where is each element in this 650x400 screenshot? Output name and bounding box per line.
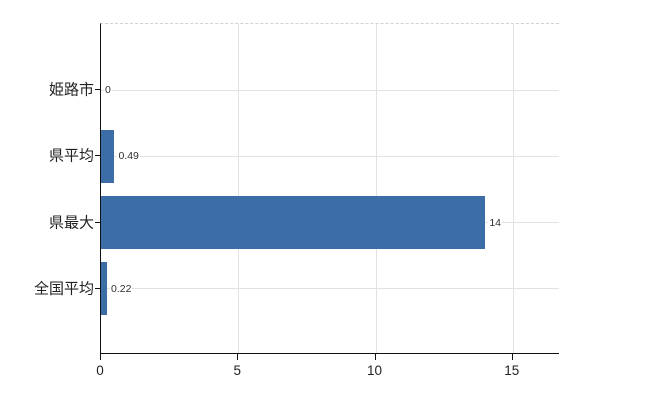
category-label: 県平均 bbox=[48, 147, 94, 165]
x-gridline bbox=[512, 24, 514, 353]
x-gridline bbox=[375, 24, 377, 353]
x-tick-label: 10 bbox=[367, 363, 383, 378]
x-tick-label: 5 bbox=[233, 363, 242, 378]
x-tick bbox=[374, 354, 376, 360]
plot-area: 0 0.49 14 0.22 bbox=[100, 23, 559, 354]
x-tick-label: 0 bbox=[96, 363, 104, 378]
y-gridline bbox=[101, 288, 559, 290]
bar bbox=[101, 129, 115, 183]
category-label: 姫路市 bbox=[48, 81, 94, 99]
x-tick bbox=[237, 354, 239, 360]
y-tick bbox=[95, 287, 100, 289]
x-tick bbox=[100, 354, 101, 360]
x-gridline bbox=[238, 24, 240, 353]
bar-value-label: 0.22 bbox=[110, 282, 133, 295]
bar-value-label: 14 bbox=[488, 216, 503, 229]
bar bbox=[101, 262, 108, 316]
y-tick bbox=[95, 221, 100, 223]
bar-value-label: 0 bbox=[104, 84, 112, 97]
y-tick bbox=[95, 155, 100, 157]
bar-value-label: 0.49 bbox=[117, 150, 140, 163]
bar bbox=[101, 196, 486, 250]
y-tick bbox=[95, 89, 100, 91]
category-label: 全国平均 bbox=[33, 280, 94, 298]
x-tick bbox=[511, 354, 513, 360]
y-gridline bbox=[101, 89, 559, 91]
category-label: 県最大 bbox=[48, 214, 94, 232]
x-tick-label: 15 bbox=[504, 363, 520, 378]
y-gridline bbox=[101, 155, 559, 157]
